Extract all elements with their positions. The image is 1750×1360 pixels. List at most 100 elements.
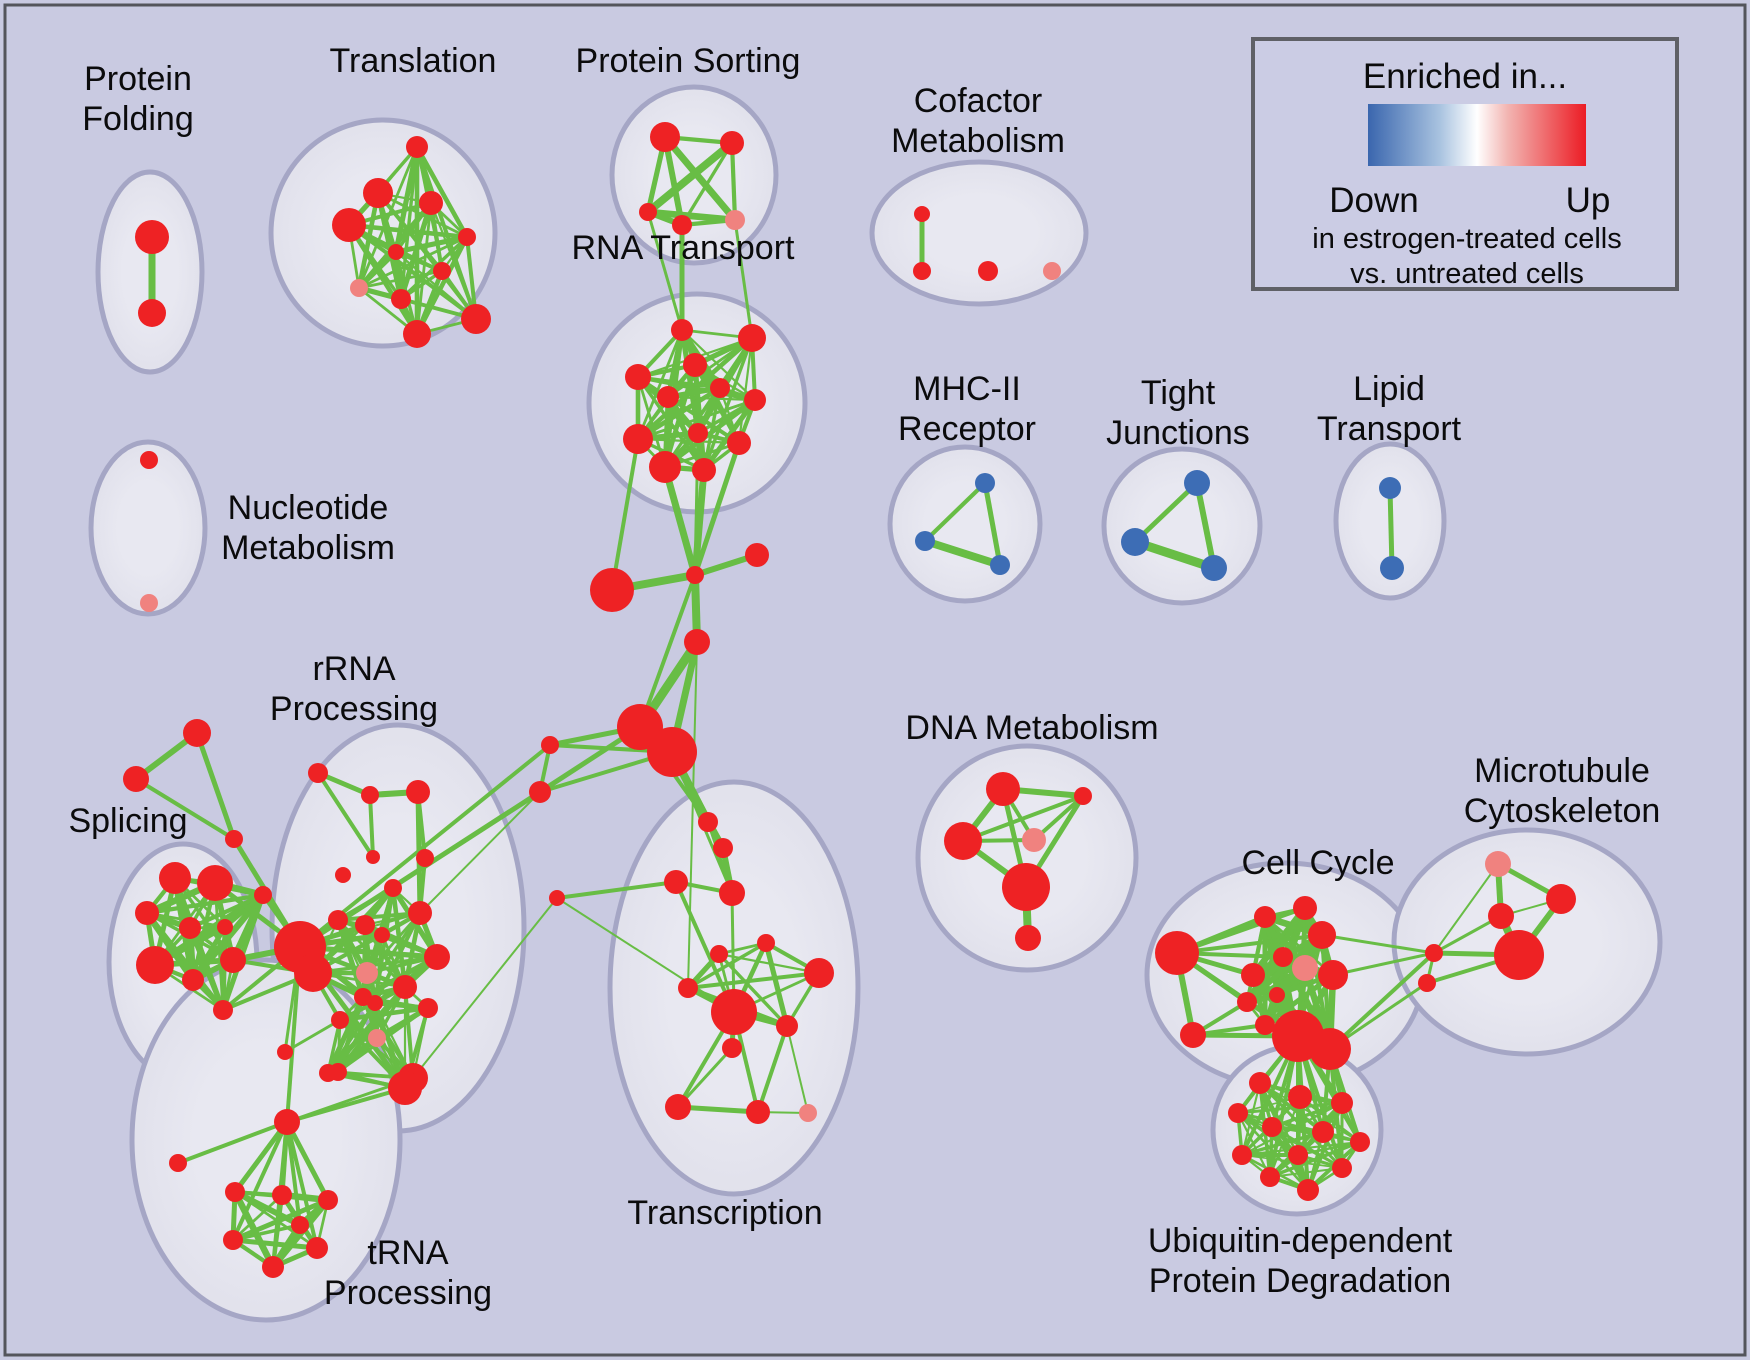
- node-rr9: [355, 915, 375, 935]
- node-n4: [684, 629, 710, 655]
- node-rr19: [368, 1029, 386, 1047]
- node-cc5: [1241, 963, 1265, 987]
- edge-tn4-tn5: [232, 1223, 301, 1242]
- node-lt2: [1380, 556, 1404, 580]
- node-t6: [388, 244, 404, 260]
- edge-rr2-rr5: [368, 794, 375, 858]
- node-tc1: [698, 812, 718, 832]
- cluster-label-rrna-processing-line2: Processing: [270, 690, 438, 728]
- node-rr4: [335, 867, 351, 883]
- cluster-label-rna-transport: RNA Transport: [572, 229, 796, 267]
- edge-ex1-tc9: [556, 897, 735, 1013]
- node-tj3: [1201, 555, 1227, 581]
- node-mh2: [915, 531, 935, 551]
- node-tniso: [169, 1154, 187, 1172]
- edge-ps2-ps3: [645, 139, 735, 216]
- cluster-label-translation: Translation: [330, 42, 497, 80]
- edge-rt4-rt7: [637, 375, 756, 402]
- node-rt12: [692, 458, 716, 482]
- cluster-label-lipid-transport-line2: Transport: [1317, 410, 1462, 448]
- edge-rt6-rt8: [636, 386, 722, 441]
- cluster-label-ubiquitin-degradation-line1: Ubiquitin-dependent: [1148, 1222, 1453, 1260]
- node-ps3: [639, 203, 657, 221]
- cluster-label-mhc-ii-receptor-line1: MHC-II: [913, 370, 1021, 408]
- node-tc7: [678, 978, 698, 998]
- cluster-label-ubiquitin-degradation-line2: Protein Degradation: [1149, 1262, 1451, 1300]
- node-rr5: [366, 850, 380, 864]
- node-tc10: [776, 1015, 798, 1037]
- node-sp8: [220, 947, 246, 973]
- node-dm4: [1022, 828, 1046, 852]
- edge-tn2-tn4: [232, 1193, 283, 1242]
- edge-t1-t9: [399, 146, 419, 300]
- node-sp4: [136, 946, 174, 984]
- node-cf4: [1043, 262, 1061, 280]
- node-rt1: [671, 319, 693, 341]
- node-t9: [391, 289, 411, 309]
- node-ex2: [529, 781, 551, 803]
- node-sp3: [135, 901, 159, 925]
- node-mt2: [1546, 884, 1576, 914]
- node-tn4: [223, 1230, 243, 1250]
- node-dm5: [1002, 863, 1050, 911]
- edge-mh2-mh3: [923, 537, 1002, 569]
- edge-sp5-sp10: [187, 927, 226, 1011]
- cluster-ellipse-cofactor-metabolism: [869, 159, 1089, 307]
- edge-mj-mt1: [1433, 863, 1499, 954]
- edge-rr14-rr23: [325, 995, 366, 1075]
- node-sp7: [217, 919, 233, 935]
- edge-tc11-tc12: [676, 1046, 734, 1109]
- edge-t1-t8: [357, 146, 419, 289]
- cluster-label-cell-cycle: Cell Cycle: [1241, 844, 1394, 882]
- edge-rr8-rr11: [337, 911, 421, 922]
- node-ub2: [1288, 1085, 1312, 1109]
- edge-tn3-tn4: [232, 1197, 329, 1243]
- cluster-ellipse-nucleotide-metabolism: [88, 439, 208, 617]
- edge-t4-t11: [415, 202, 433, 335]
- edge-rt4-rt12: [636, 376, 706, 471]
- node-ps2: [720, 131, 744, 155]
- cluster-label-lipid-transport-line1: Lipid: [1353, 370, 1425, 408]
- node-ub8: [1232, 1145, 1252, 1165]
- edge-dm2-dm3: [962, 794, 1084, 843]
- edge-ps3-ps5: [647, 208, 736, 224]
- node-dm2: [1074, 787, 1092, 805]
- node-sp9: [254, 886, 272, 904]
- node-sp1: [159, 862, 191, 894]
- node-ps4: [672, 215, 692, 235]
- node-t1: [406, 136, 428, 158]
- node-rr11: [408, 901, 432, 925]
- node-mh1: [975, 473, 995, 493]
- node-tc5: [757, 934, 775, 952]
- cluster-label-trna-processing-line2: Processing: [324, 1274, 492, 1312]
- node-tj2: [1121, 528, 1149, 556]
- node-rr2: [361, 786, 379, 804]
- node-ex3: [541, 736, 559, 754]
- legend-down-label: Down: [1329, 181, 1418, 220]
- node-dm1: [986, 772, 1020, 806]
- cluster-label-trna-processing-line1: tRNA: [367, 1234, 449, 1272]
- edge-t4-t9: [398, 202, 434, 300]
- node-t7: [433, 262, 451, 280]
- edge-rt2-rt12: [702, 337, 754, 471]
- node-nm2: [140, 594, 158, 612]
- node-ub1: [1249, 1072, 1271, 1094]
- node-trj: [225, 830, 243, 848]
- node-tc8: [804, 958, 834, 988]
- cluster-label-dna-metabolism: DNA Metabolism: [905, 709, 1158, 747]
- node-tc4: [719, 880, 745, 906]
- edge-cc1-cc4: [1176, 906, 1306, 955]
- node-tnhub: [274, 1109, 300, 1135]
- edge-mj-cc9: [1332, 951, 1435, 977]
- edge-n4-tc7: [687, 641, 698, 989]
- edge-tnhub-tn1: [232, 1120, 290, 1194]
- figure-border: [3, 3, 1747, 1357]
- node-rt5: [657, 386, 679, 408]
- node-cc8: [1308, 921, 1336, 949]
- node-cf2: [913, 262, 931, 280]
- node-dm3: [944, 822, 982, 860]
- node-ubh2: [1309, 1028, 1351, 1070]
- cluster-label-cofactor-metabolism-line2: Metabolism: [891, 122, 1065, 160]
- edge-rt1-rt8: [636, 329, 684, 440]
